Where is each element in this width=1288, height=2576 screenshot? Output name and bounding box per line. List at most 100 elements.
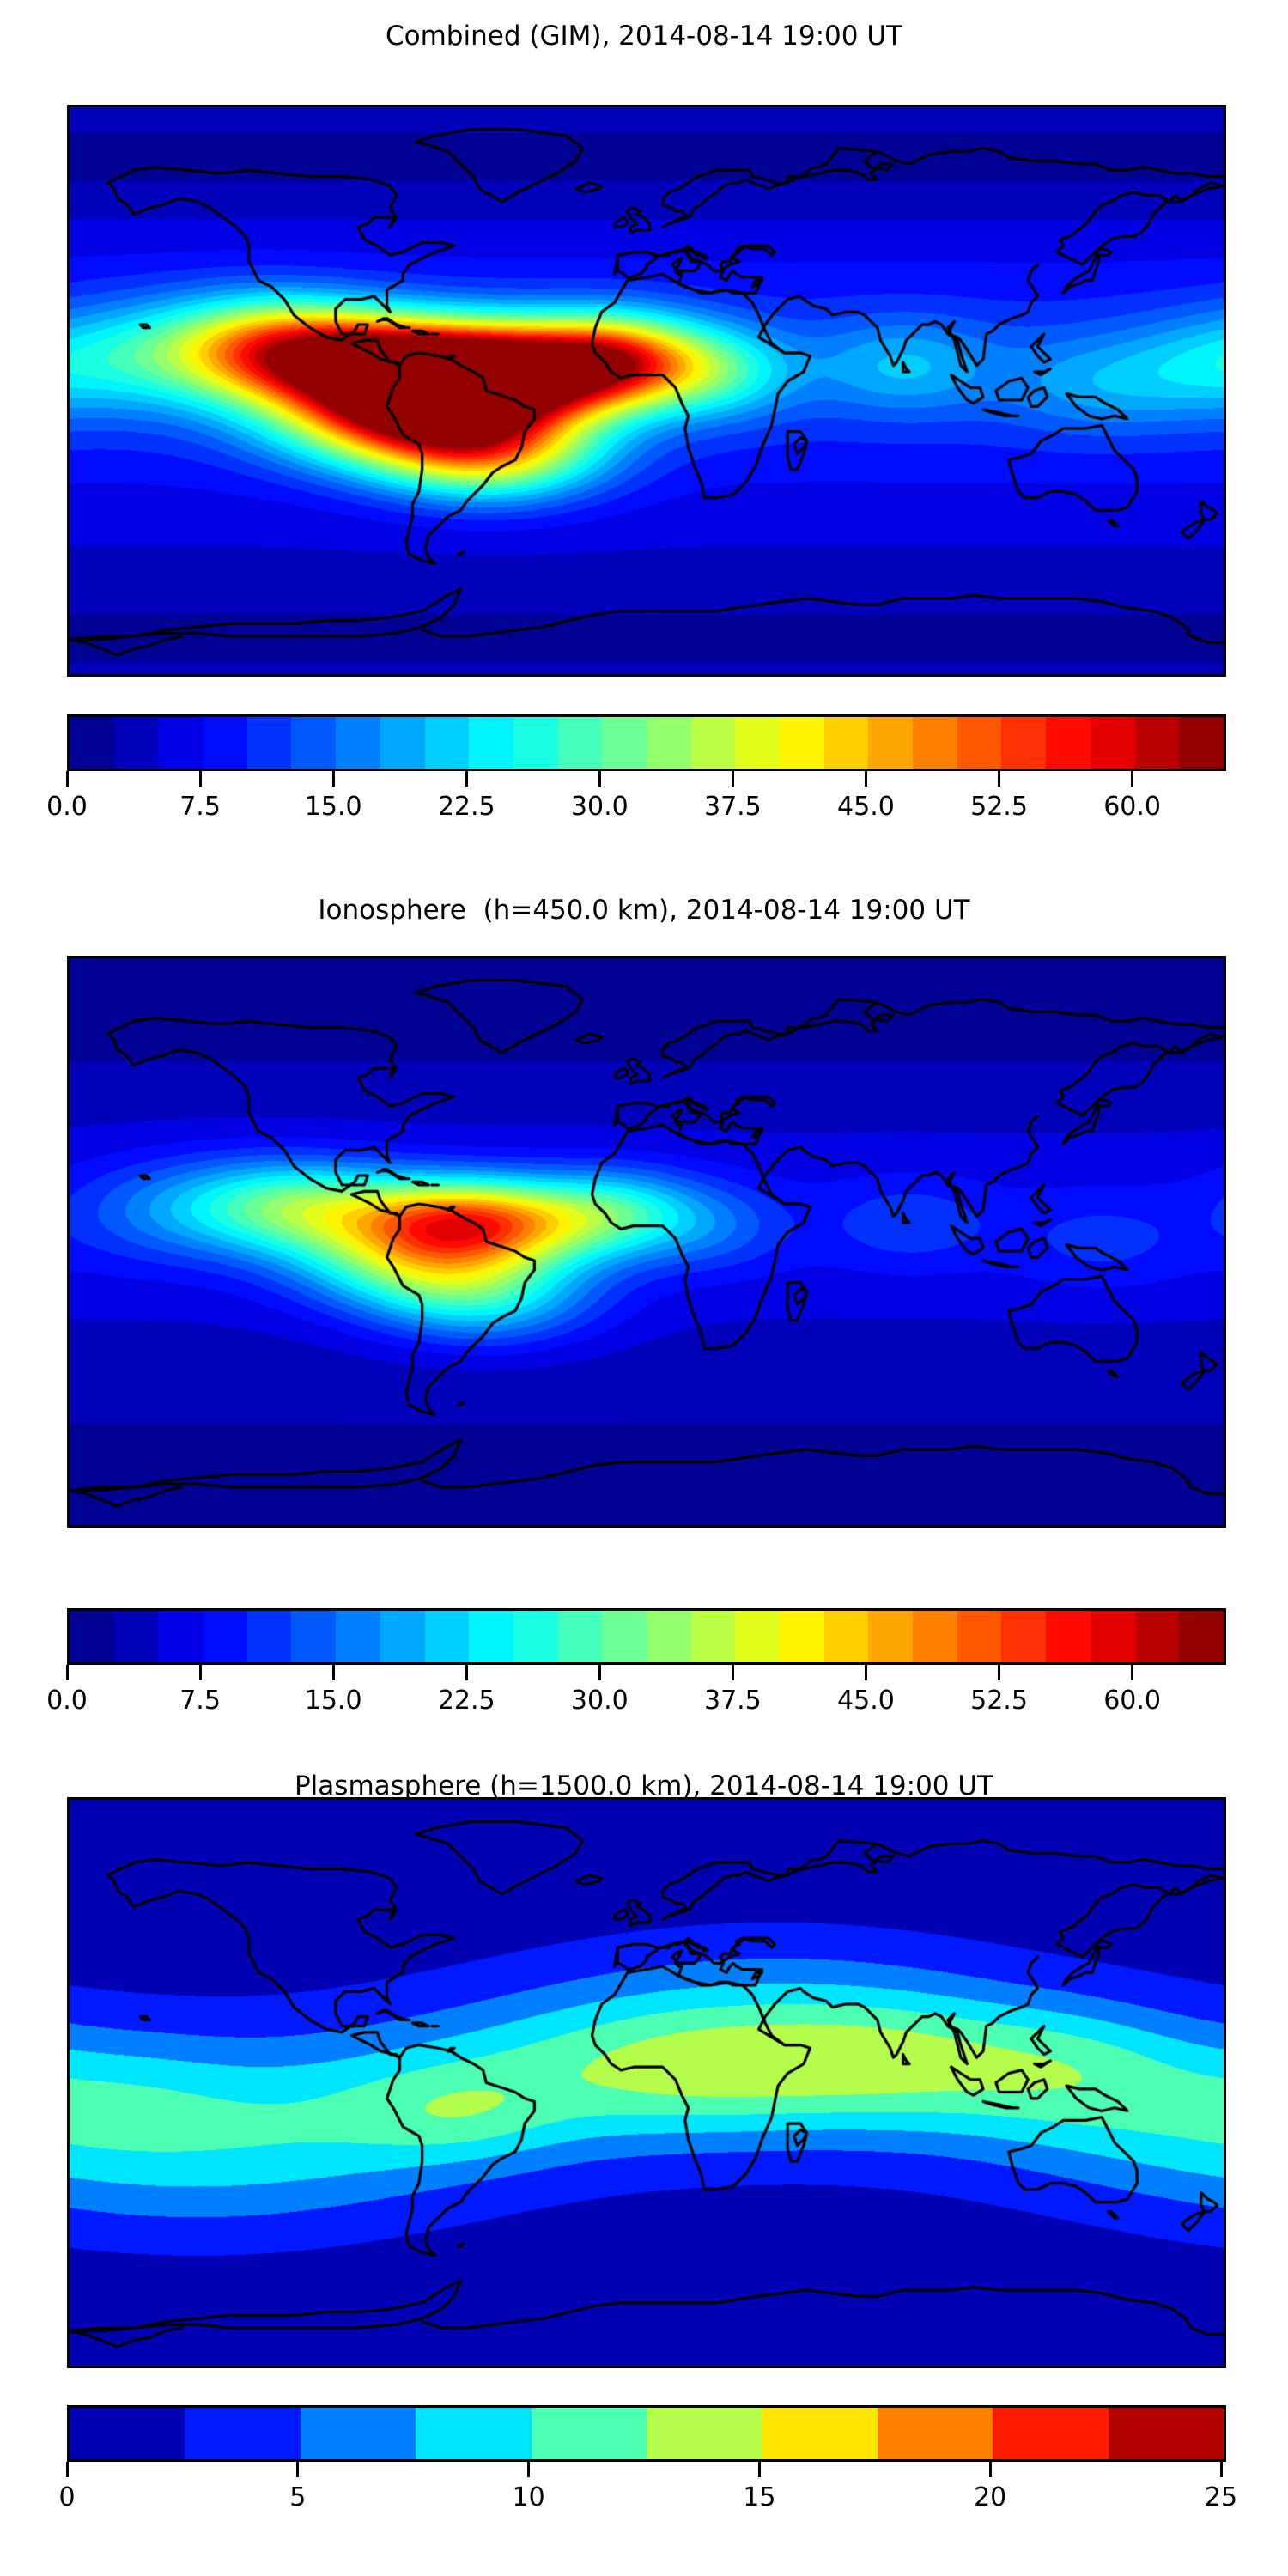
panel-ionosphere: Ionosphere (h=450.0 km), 2014-08-14 19:0… [0, 859, 1288, 1752]
colorbar-tick-mark [598, 1665, 601, 1680]
colorbar-band [1090, 717, 1135, 769]
colorbar-band [762, 2408, 878, 2459]
colorbar-tick-label: 0.0 [46, 792, 88, 822]
colorbar-tick-mark [65, 2462, 69, 2477]
colorbar-band [424, 1611, 470, 1662]
colorbar-tick-mark [331, 771, 335, 787]
colorbar-band [780, 1611, 824, 1662]
colorbar-band [735, 1611, 780, 1662]
colorbar-band [646, 1611, 691, 1662]
colorbar-ionosphere: 0.0 7.5 15.0 22.5 30.0 37.5 45.0 52.5 60.0 [46, 1608, 1226, 1716]
colorbar-band [646, 717, 691, 769]
colorbar-plasmasphere: 0 5 10 15 20 25 [58, 2405, 1237, 2512]
colorbar-tick-mark [731, 1665, 734, 1680]
colorbar-band [380, 717, 425, 769]
colorbar-tick-label: 60.0 [1103, 792, 1162, 822]
colorbar-band [1134, 717, 1180, 769]
colorbar-tick-mark [864, 1665, 867, 1680]
colorbar-tick-mark [864, 771, 867, 787]
colorbar-tick-mark [598, 771, 601, 787]
colorbar-gradient-combined-gim [67, 714, 1226, 771]
colorbar-tick-mark [1131, 1665, 1134, 1680]
colorbar-tick-label: 15 [743, 2482, 776, 2512]
colorbar-tick-label: 25 [1204, 2482, 1238, 2512]
colorbar-tick-label: 52.5 [970, 1686, 1028, 1716]
colorbar-band [113, 1611, 159, 1662]
colorbar-tick-mark [198, 771, 202, 787]
panel-title-plasmasphere: Plasmasphere (h=1500.0 km), 2014-08-14 1… [294, 1771, 993, 1801]
map-ionosphere [67, 956, 1226, 1528]
colorbar-band [1179, 1611, 1224, 1662]
colorbar-tick-label: 10 [512, 2482, 545, 2512]
colorbar-band [602, 717, 647, 769]
colorbar-band [158, 1611, 204, 1662]
colorbar-band [1001, 1611, 1047, 1662]
colorbar-ticks-ionosphere: 0.0 7.5 15.0 22.5 30.0 37.5 45.0 52.5 60.0 [46, 1665, 1221, 1734]
colorbar-band [823, 1611, 869, 1662]
colorbar-band [957, 717, 1002, 769]
colorbar-band [957, 1611, 1002, 1662]
colorbar-tick-label: 7.5 [179, 792, 221, 822]
colorbar-tick-label: 52.5 [970, 792, 1028, 822]
colorbar-combined-gim: 0.0 7.5 15.0 22.5 30.0 37.5 45.0 52.5 60.0 [46, 714, 1226, 822]
colorbar-tick-label: 7.5 [179, 1686, 221, 1716]
colorbar-band [203, 717, 247, 769]
colorbar-band [993, 2408, 1109, 2459]
colorbar-band [1046, 1611, 1091, 1662]
colorbar-band [557, 717, 603, 769]
colorbar-tick-mark [65, 771, 69, 787]
map-plasmasphere [67, 1797, 1226, 2368]
colorbar-tick-label: 22.5 [437, 1686, 495, 1716]
colorbar-band [513, 717, 558, 769]
colorbar-tick-label: 5 [289, 2482, 307, 2512]
colorbar-band [1001, 717, 1047, 769]
colorbar-tick-mark [988, 2462, 992, 2477]
colorbar-band [469, 1611, 513, 1662]
colorbar-tick-mark [757, 2462, 761, 2477]
colorbar-band [291, 717, 337, 769]
colorbar-tick-label: 60.0 [1103, 1686, 1162, 1716]
colorbar-band [690, 717, 736, 769]
colorbar-tick-mark [65, 1665, 69, 1680]
panel-combined-gim: Combined (GIM), 2014-08-14 19:00 UT 0.0 7… [0, 0, 1288, 859]
colorbar-band [424, 717, 470, 769]
colorbar-tick-label: 15.0 [304, 792, 362, 822]
colorbar-gradient-ionosphere [67, 1608, 1226, 1665]
colorbar-band [203, 1611, 247, 1662]
colorbar-band [1134, 1611, 1180, 1662]
colorbar-tick-mark [998, 1665, 1001, 1680]
colorbar-band [602, 1611, 647, 1662]
map-canvas-combined-gim [70, 107, 1224, 674]
colorbar-gradient-plasmasphere [67, 2405, 1226, 2462]
colorbar-band [690, 1611, 736, 1662]
colorbar-tick-label: 15.0 [304, 1686, 362, 1716]
colorbar-band [246, 717, 292, 769]
colorbar-band [877, 2408, 993, 2459]
colorbar-band [513, 1611, 558, 1662]
colorbar-band [557, 1611, 603, 1662]
colorbar-tick-mark [296, 2462, 300, 2477]
colorbar-band [380, 1611, 425, 1662]
colorbar-tick-mark [527, 2462, 531, 2477]
colorbar-band [823, 717, 869, 769]
colorbar-tick-label: 0.0 [46, 1686, 88, 1716]
colorbar-band [913, 1611, 957, 1662]
colorbar-band [647, 2408, 762, 2459]
colorbar-tick-mark [731, 771, 734, 787]
colorbar-tick-mark [465, 1665, 468, 1680]
colorbar-tick-label: 45.0 [837, 792, 895, 822]
colorbar-band [1108, 2408, 1224, 2459]
colorbar-band [913, 717, 957, 769]
colorbar-band [416, 2408, 532, 2459]
colorbar-tick-mark [1219, 2462, 1223, 2477]
map-combined-gim [67, 105, 1226, 677]
colorbar-band [70, 717, 114, 769]
colorbar-tick-label: 30.0 [570, 792, 629, 822]
colorbar-tick-label: 20 [974, 2482, 1007, 2512]
panel-title-ionosphere: Ionosphere (h=450.0 km), 2014-08-14 19:0… [318, 895, 970, 926]
colorbar-band [336, 1611, 380, 1662]
colorbar-tick-mark [998, 771, 1001, 787]
colorbar-band [735, 717, 780, 769]
colorbar-tick-label: 0 [58, 2482, 76, 2512]
